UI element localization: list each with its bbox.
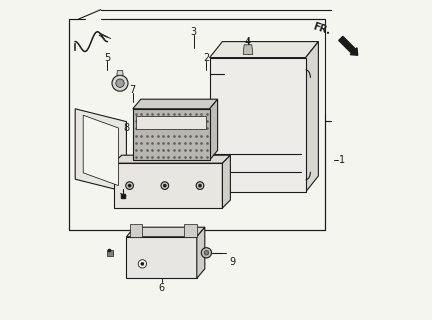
Polygon shape — [75, 109, 127, 192]
Circle shape — [128, 184, 131, 187]
Polygon shape — [73, 43, 75, 50]
Text: FR.: FR. — [312, 21, 332, 36]
Polygon shape — [117, 70, 123, 75]
Circle shape — [126, 182, 133, 189]
Circle shape — [141, 262, 144, 266]
Polygon shape — [184, 224, 197, 237]
Polygon shape — [305, 42, 318, 192]
Text: 5: 5 — [104, 52, 110, 63]
Text: 8: 8 — [124, 123, 130, 133]
Circle shape — [198, 184, 202, 187]
Text: 7: 7 — [130, 84, 136, 95]
Polygon shape — [210, 58, 305, 192]
Text: 6: 6 — [159, 283, 165, 293]
Polygon shape — [210, 99, 218, 160]
Circle shape — [112, 75, 128, 91]
Text: 1: 1 — [340, 155, 346, 165]
Polygon shape — [210, 42, 318, 58]
Polygon shape — [114, 163, 222, 208]
Polygon shape — [127, 237, 197, 278]
Polygon shape — [243, 45, 253, 54]
Circle shape — [204, 251, 209, 255]
Polygon shape — [197, 227, 205, 278]
Text: 2: 2 — [203, 52, 210, 63]
Circle shape — [163, 184, 166, 187]
Text: 3: 3 — [191, 27, 197, 37]
Circle shape — [201, 248, 212, 258]
Polygon shape — [133, 99, 218, 109]
Polygon shape — [222, 155, 230, 208]
Polygon shape — [127, 227, 205, 237]
Circle shape — [116, 79, 124, 87]
Text: 4: 4 — [245, 36, 251, 47]
Circle shape — [161, 182, 168, 189]
Text: 9: 9 — [229, 257, 235, 268]
Polygon shape — [114, 155, 230, 163]
Polygon shape — [136, 116, 206, 129]
Polygon shape — [83, 115, 118, 186]
FancyArrow shape — [339, 36, 358, 55]
Polygon shape — [133, 109, 210, 160]
Polygon shape — [130, 224, 143, 237]
Circle shape — [196, 182, 204, 189]
Circle shape — [138, 260, 146, 268]
